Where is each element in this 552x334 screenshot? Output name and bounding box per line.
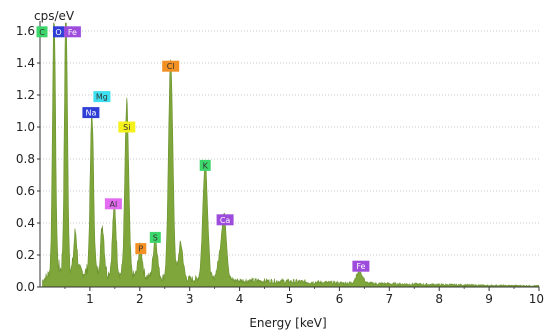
element-label-text: Si <box>123 123 130 132</box>
element-label-text: Al <box>110 200 118 209</box>
element-label-k: K <box>199 159 211 171</box>
y-tick-label: 1.2 <box>16 88 35 102</box>
element-label-box <box>82 107 100 119</box>
element-label-al: Al <box>104 198 122 210</box>
x-tick-label: 1 <box>86 292 94 306</box>
x-tick-label: 3 <box>186 292 194 306</box>
element-label-text: Na <box>85 109 96 118</box>
element-label-text: C <box>39 28 45 37</box>
chart-grid <box>40 30 539 256</box>
y-tick-label: 0.6 <box>16 184 35 198</box>
element-label-cl: Cl <box>162 60 180 72</box>
element-label-box <box>149 231 161 243</box>
element-label-text: Fe <box>68 28 77 37</box>
element-label-box <box>93 91 111 103</box>
element-label-ca: Ca <box>216 214 234 226</box>
chart-ticks: 0.0 0.2 0.4 0.6 0.8 1.0 1.2 1.4 1.6 1 2 3 4 5 6 7 8 9 10 <box>16 24 544 306</box>
element-label-box <box>104 198 122 210</box>
element-label-text: K <box>203 161 209 170</box>
x-tick-label: 9 <box>485 292 493 306</box>
element-label-box <box>162 60 180 72</box>
y-tick-label: 0.4 <box>16 216 35 230</box>
element-label-box <box>36 26 48 38</box>
element-label-box <box>63 26 81 38</box>
element-label-text: S <box>153 233 158 242</box>
y-tick-label: 0.0 <box>16 280 35 294</box>
element-label-text: Mg <box>96 93 108 102</box>
y-tick-label: 0.8 <box>16 152 35 166</box>
spectrum-area <box>42 22 540 288</box>
y-tick-label: 1.4 <box>16 56 35 70</box>
element-label-fe: Fe <box>63 26 81 38</box>
element-label-fe: Fe <box>352 260 370 272</box>
element-label-na: Na <box>82 107 100 119</box>
x-tick-label: 5 <box>286 292 294 306</box>
x-tick-label: 7 <box>385 292 393 306</box>
x-tick-label: 10 <box>529 292 544 306</box>
x-tick-label: 4 <box>236 292 244 306</box>
element-label-s: S <box>149 231 161 243</box>
element-label-o: O <box>53 26 64 38</box>
x-axis-title: Energy [keV] <box>249 316 326 330</box>
element-label-mg: Mg <box>93 91 111 103</box>
element-label-text: Ca <box>220 216 231 225</box>
element-label-text: O <box>55 28 61 37</box>
y-tick-label: 0.2 <box>16 248 35 262</box>
element-label-text: Fe <box>356 262 365 271</box>
element-label-box <box>135 243 147 255</box>
y-tick-label: 1.0 <box>16 120 35 134</box>
element-label-p: P <box>135 243 147 255</box>
element-label-box <box>118 121 136 133</box>
element-label-box <box>216 214 234 226</box>
element-label-text: Cl <box>167 62 175 71</box>
element-label-box <box>352 260 370 272</box>
element-label-box <box>53 26 64 38</box>
x-tick-label: 8 <box>435 292 443 306</box>
spectrum-series <box>42 22 540 288</box>
x-tick-label: 6 <box>336 292 344 306</box>
element-label-box <box>199 159 211 171</box>
element-label-text: P <box>138 245 143 254</box>
element-label-c: C <box>36 26 48 38</box>
y-axis-title: cps/eV <box>34 9 75 23</box>
y-tick-label: 1.6 <box>16 24 35 38</box>
x-tick-label: 2 <box>136 292 144 306</box>
element-label-si: Si <box>118 121 136 133</box>
